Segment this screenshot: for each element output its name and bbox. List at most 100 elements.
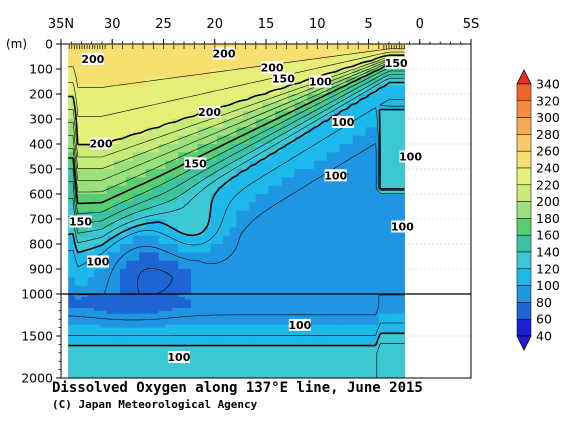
contour-line-160 <box>68 62 405 193</box>
contour-label-background <box>288 318 311 331</box>
contour-label-background <box>261 61 284 74</box>
y-tick-label: 1000 <box>21 287 53 302</box>
contour-label-background <box>81 53 104 65</box>
y-tick-label: 700 <box>29 212 53 227</box>
colorbar-label: 320 <box>536 93 560 108</box>
x-tick-label: 20 <box>206 17 223 32</box>
x-tick-label: 5 <box>364 17 372 32</box>
colorbar-label: 100 <box>536 278 560 293</box>
contour-label: 150 <box>272 73 295 86</box>
contour-label: 100 <box>331 116 354 129</box>
x-tick-label: 5S <box>463 17 480 32</box>
y-tick-label: 400 <box>29 137 53 152</box>
colorbar-label: 80 <box>536 295 552 310</box>
contour-line-90 <box>68 322 405 336</box>
contour-label-background <box>198 106 221 118</box>
colorbar-label: 240 <box>536 161 560 176</box>
contour-label: 200 <box>261 62 284 75</box>
colorbar-swatch <box>516 100 532 118</box>
chart-title: Dissolved Oxygen along 137°E line, June … <box>52 380 423 396</box>
colorbar-label: 60 <box>536 312 552 327</box>
y-tick-label: 200 <box>29 87 53 102</box>
colorbar-swatch <box>516 134 532 152</box>
contour-label: 100 <box>391 221 414 234</box>
contour-label-background <box>391 220 414 233</box>
station-tick-marks <box>68 45 405 49</box>
contour-line-110 <box>376 343 405 378</box>
contour-label-background <box>309 75 332 88</box>
x-axis: 35N 30 25 20 15 10 5 0 5S <box>48 17 479 44</box>
y-tick-label: 500 <box>29 162 53 177</box>
contour-label: 200 <box>90 138 113 151</box>
contour-line-100 <box>68 332 405 347</box>
colorbar-label: 260 <box>536 144 560 159</box>
contour-label: 200 <box>213 48 236 61</box>
colorbar-min-arrow <box>516 335 532 351</box>
contour-label: 100 <box>399 151 422 164</box>
colorbar-label: 340 <box>536 77 560 92</box>
contour-label-background <box>331 116 354 128</box>
contour-label: 100 <box>288 319 311 332</box>
colorbar-label: 200 <box>536 194 560 209</box>
x-tick-label: 25 <box>155 17 172 32</box>
colorbar-swatch <box>516 117 532 135</box>
y-tick-label: 900 <box>29 262 53 277</box>
contour-label-background <box>167 351 190 363</box>
colorbar-swatch <box>516 150 532 169</box>
y-axis: 0 100 200 300 400 500 600 700 800 900 1000 1500 2000 <box>21 37 61 386</box>
contour-line-100 <box>68 81 405 254</box>
colorbar-swatch <box>516 251 532 270</box>
colorbar-label: 220 <box>536 177 560 192</box>
contour-label-background <box>272 72 295 85</box>
contour-label-background <box>86 255 109 268</box>
contour-label-background <box>184 157 207 170</box>
contour-line-170 <box>68 60 405 181</box>
colorbar-swatch <box>516 234 532 253</box>
colorbar-label: 120 <box>536 261 560 276</box>
x-tick-label: 0 <box>416 17 424 32</box>
x-tick-label: 30 <box>104 17 121 32</box>
contour-line-90 <box>68 99 405 268</box>
contour-line-220 <box>68 48 405 88</box>
y-tick-label: 1500 <box>21 329 53 344</box>
contour-line-70 <box>103 143 405 295</box>
colorbar-swatch <box>516 218 532 236</box>
contour-lines <box>68 48 405 378</box>
contour-label: 150 <box>184 157 207 170</box>
colorbar-swatch <box>516 167 532 186</box>
contour-label: 150 <box>385 57 408 70</box>
contour-label-background <box>385 56 408 69</box>
contour-label: 100 <box>324 169 347 182</box>
contour-label: 200 <box>81 53 104 66</box>
contour-label-background <box>90 137 112 150</box>
y-tick-label: 100 <box>29 62 53 77</box>
contour-line-50 <box>137 267 173 295</box>
y-tick-label: 0 <box>45 37 53 52</box>
colorbar-swatch <box>516 318 532 337</box>
contour-label: 150 <box>69 216 92 229</box>
contour-label: 100 <box>309 76 332 89</box>
x-tick-label: 15 <box>258 17 275 32</box>
contour-label: 200 <box>198 106 221 119</box>
contour-label-background <box>69 215 92 228</box>
contour-label: 100 <box>167 351 190 364</box>
colorbar-swatch <box>516 201 532 219</box>
colorbar-label: 180 <box>536 211 560 226</box>
contour-line-120 <box>68 74 405 234</box>
copyright-credit: (C) Japan Meteorological Agency <box>52 398 258 411</box>
y-tick-label: 2000 <box>21 371 53 386</box>
y-tick-label: 600 <box>29 187 53 202</box>
colorbar-swatch <box>516 184 532 202</box>
y-tick-label: 300 <box>29 112 53 127</box>
colorbar-label: 300 <box>536 110 560 125</box>
contour-label-background <box>324 169 347 182</box>
contour-labels: 200 2002002002001501501501501001001001001… <box>69 47 422 364</box>
contour-label: 100 <box>86 256 109 269</box>
colorbar-swatch <box>516 285 532 303</box>
colorbar-label: 140 <box>536 245 560 260</box>
x-tick-label: 35N <box>48 17 74 32</box>
contour-label-background <box>399 150 422 163</box>
y-axis-unit-label: (m) <box>6 37 27 51</box>
